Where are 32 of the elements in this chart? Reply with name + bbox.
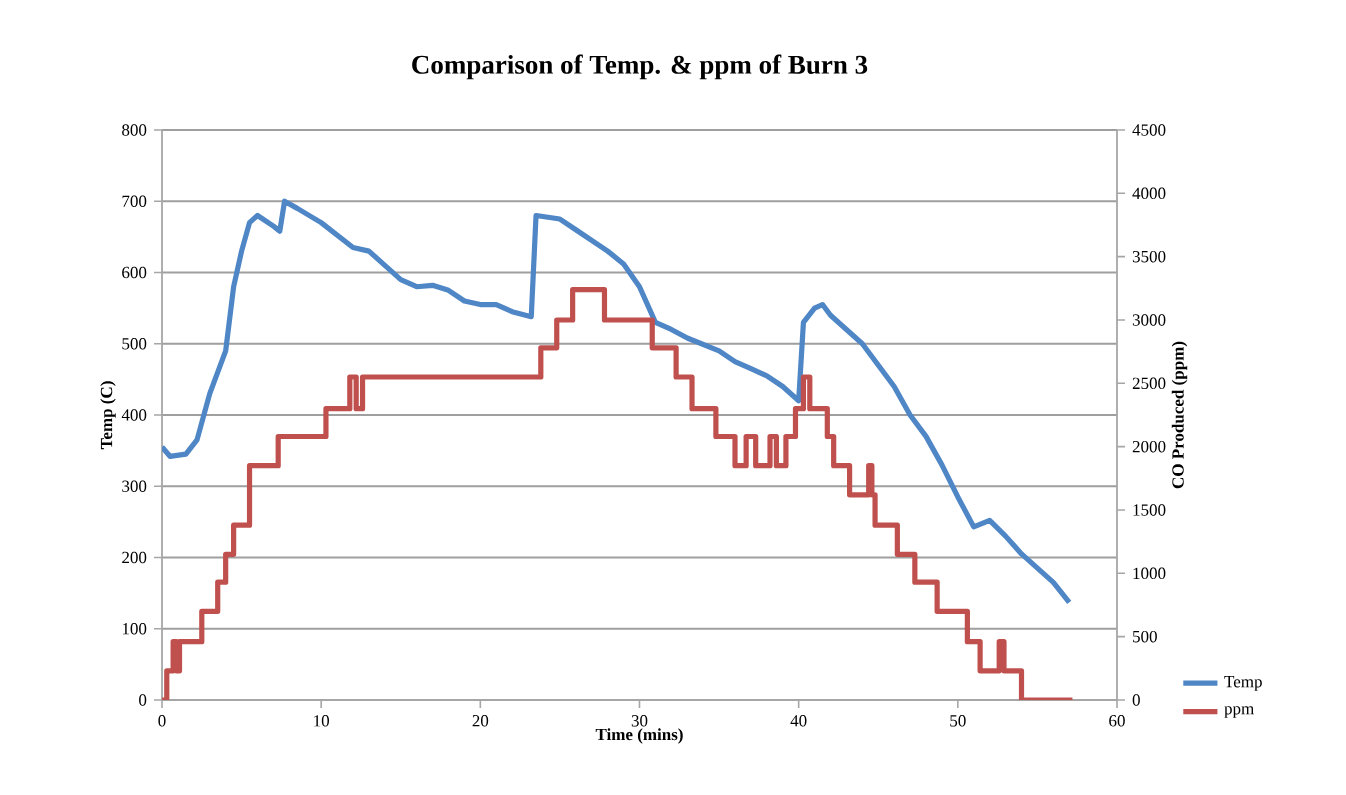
y-tick-label: 0 bbox=[139, 694, 147, 706]
y2-tick-label: 3500 bbox=[1132, 250, 1166, 263]
y-tick-label: 300 bbox=[122, 480, 147, 492]
y-tick-label: 700 bbox=[122, 195, 147, 207]
x-tick-label: 10 bbox=[314, 715, 330, 727]
legend-label: Temp bbox=[1224, 676, 1262, 691]
y-tick-label: 200 bbox=[122, 551, 147, 564]
y2-tick-label: 2000 bbox=[1132, 440, 1166, 453]
y2-tick-label: 4500 bbox=[1132, 124, 1166, 136]
y-tick-label: 600 bbox=[122, 266, 147, 279]
y-tick-label: 500 bbox=[122, 338, 147, 350]
y2-tick-label: 1500 bbox=[1133, 504, 1166, 516]
chart-title: Comparison of Temp. & ppm of Burn 3 bbox=[412, 54, 868, 80]
y2-tick-label: 4000 bbox=[1132, 187, 1166, 200]
y2-tick-label: 1000 bbox=[1133, 567, 1166, 580]
legend-label: ppm bbox=[1224, 706, 1254, 718]
y-axis-title: Temp (C) bbox=[100, 381, 116, 450]
x-axis-title: Time (mins) bbox=[595, 728, 683, 744]
y2-tick-label: 500 bbox=[1133, 630, 1157, 643]
y2-tick-label: 0 bbox=[1132, 694, 1140, 706]
x-tick-label: 0 bbox=[158, 715, 166, 727]
y2-axis-title: CO Produced (ppm) bbox=[1171, 341, 1188, 489]
x-tick-label: 20 bbox=[472, 715, 489, 727]
x-tick-label: 30 bbox=[631, 715, 648, 727]
y-tick-label: 400 bbox=[121, 409, 147, 421]
x-tick-label: 50 bbox=[950, 715, 966, 727]
y2-tick-label: 2500 bbox=[1132, 377, 1166, 390]
y2-tick-label: 3000 bbox=[1132, 314, 1166, 326]
x-tick-label: 40 bbox=[790, 715, 807, 727]
y-tick-label: 800 bbox=[122, 124, 147, 136]
x-tick-label: 60 bbox=[1109, 715, 1125, 727]
y-tick-label: 100 bbox=[122, 623, 147, 635]
